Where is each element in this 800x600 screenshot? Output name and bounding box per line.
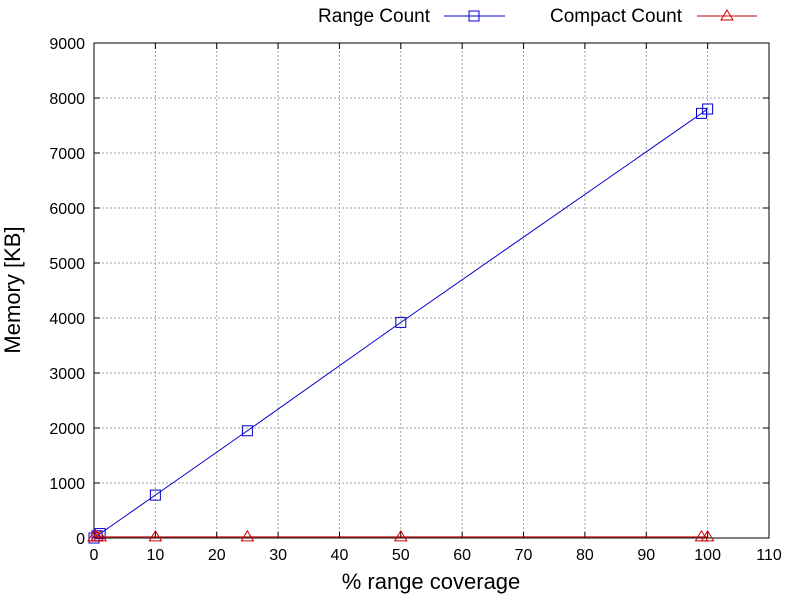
x-tick-label: 20 <box>208 547 226 564</box>
axis-ticks: 0 10 20 30 40 50 60 70 80 90 100 110 0 1000 2000 3000 40… <box>49 36 781 564</box>
data-point-range-count <box>702 103 714 115</box>
legend-label-range-count: Range Count <box>318 6 431 27</box>
x-tick-label: 90 <box>637 547 655 564</box>
data-point-compact-count <box>148 529 163 542</box>
legend-marker-compact-count <box>720 9 734 21</box>
data-series <box>87 103 715 544</box>
y-tick-label: 7000 <box>49 146 85 163</box>
y-tick-label: 1000 <box>49 476 85 493</box>
x-tick-label: 100 <box>694 547 721 564</box>
y-tick-label: 3000 <box>49 366 85 383</box>
y-axis-title: Memory [KB] <box>0 226 25 353</box>
data-point-range-count <box>395 316 407 328</box>
x-tick-label: 0 <box>90 547 99 564</box>
y-tick-label: 6000 <box>49 201 85 218</box>
y-tick-label: 9000 <box>49 36 85 53</box>
grid-lines <box>94 43 769 538</box>
x-tick-label: 80 <box>576 547 594 564</box>
y-tick-label: 0 <box>76 531 85 548</box>
data-point-range-count <box>241 425 253 437</box>
x-tick-label: 110 <box>756 547 782 564</box>
data-point-compact-count <box>700 529 715 542</box>
data-point-range-count <box>149 489 161 501</box>
x-tick-label: 50 <box>392 547 410 564</box>
x-tick-label: 30 <box>269 547 287 564</box>
plot-frame <box>93 42 770 539</box>
x-tick-label: 10 <box>146 547 164 564</box>
x-tick-label: 40 <box>331 547 349 564</box>
y-tick-label: 5000 <box>49 256 85 273</box>
x-tick-label: 60 <box>453 547 471 564</box>
data-point-compact-count <box>93 529 108 542</box>
y-tick-label: 2000 <box>49 421 85 438</box>
data-point-compact-count <box>240 529 255 542</box>
y-tick-label: 8000 <box>49 91 85 108</box>
data-point-range-count <box>88 532 100 544</box>
x-tick-label: 70 <box>515 547 533 564</box>
legend: Range Count Compact Count <box>318 6 757 27</box>
data-point-range-count <box>696 107 707 119</box>
y-tick-label: 4000 <box>49 311 85 328</box>
legend-label-compact-count: Compact Count <box>550 6 683 27</box>
legend-marker-range-count <box>468 10 480 22</box>
data-point-compact-count <box>393 529 408 542</box>
x-axis-title: % range coverage <box>342 569 521 594</box>
data-point-compact-count <box>694 529 709 542</box>
